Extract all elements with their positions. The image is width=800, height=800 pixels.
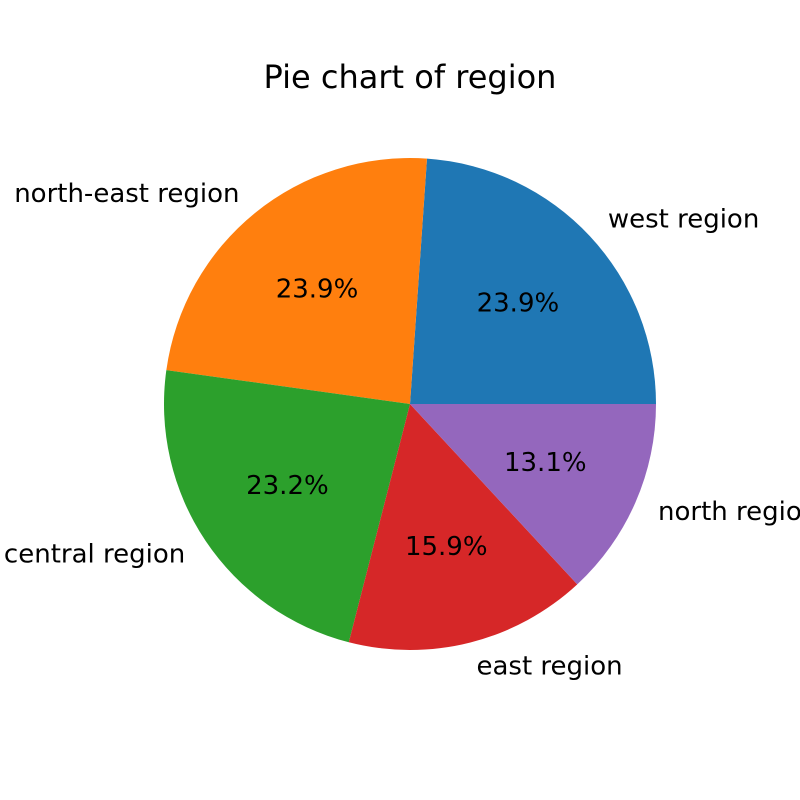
pie-labels: west region 23.9% north-east region 23.9% ce…: [4, 179, 800, 681]
pie-slice-west-region: [410, 158, 656, 404]
slice-label: north-east region: [14, 179, 239, 209]
slice-label: west region: [608, 204, 760, 234]
pie-slice-north-region: [410, 404, 656, 585]
chart-title: Pie chart of region: [264, 58, 557, 96]
slice-label: east region: [476, 651, 622, 681]
pie-slice-east-region: [348, 404, 578, 650]
slice-label: north region: [658, 497, 800, 527]
slice-label: central region: [4, 540, 185, 570]
pie-slices: [163, 158, 656, 650]
slice-percentage-label: 23.9%: [276, 274, 359, 304]
slice-percentage-label: 23.2%: [246, 471, 329, 501]
pie-slice-north-east-region: [166, 158, 427, 404]
slice-percentage-label: 23.9%: [477, 288, 560, 318]
slice-percentage-label: 13.1%: [504, 448, 587, 478]
slice-percentage-label: 15.9%: [405, 532, 488, 562]
pie-slice-central-region: [163, 370, 410, 643]
